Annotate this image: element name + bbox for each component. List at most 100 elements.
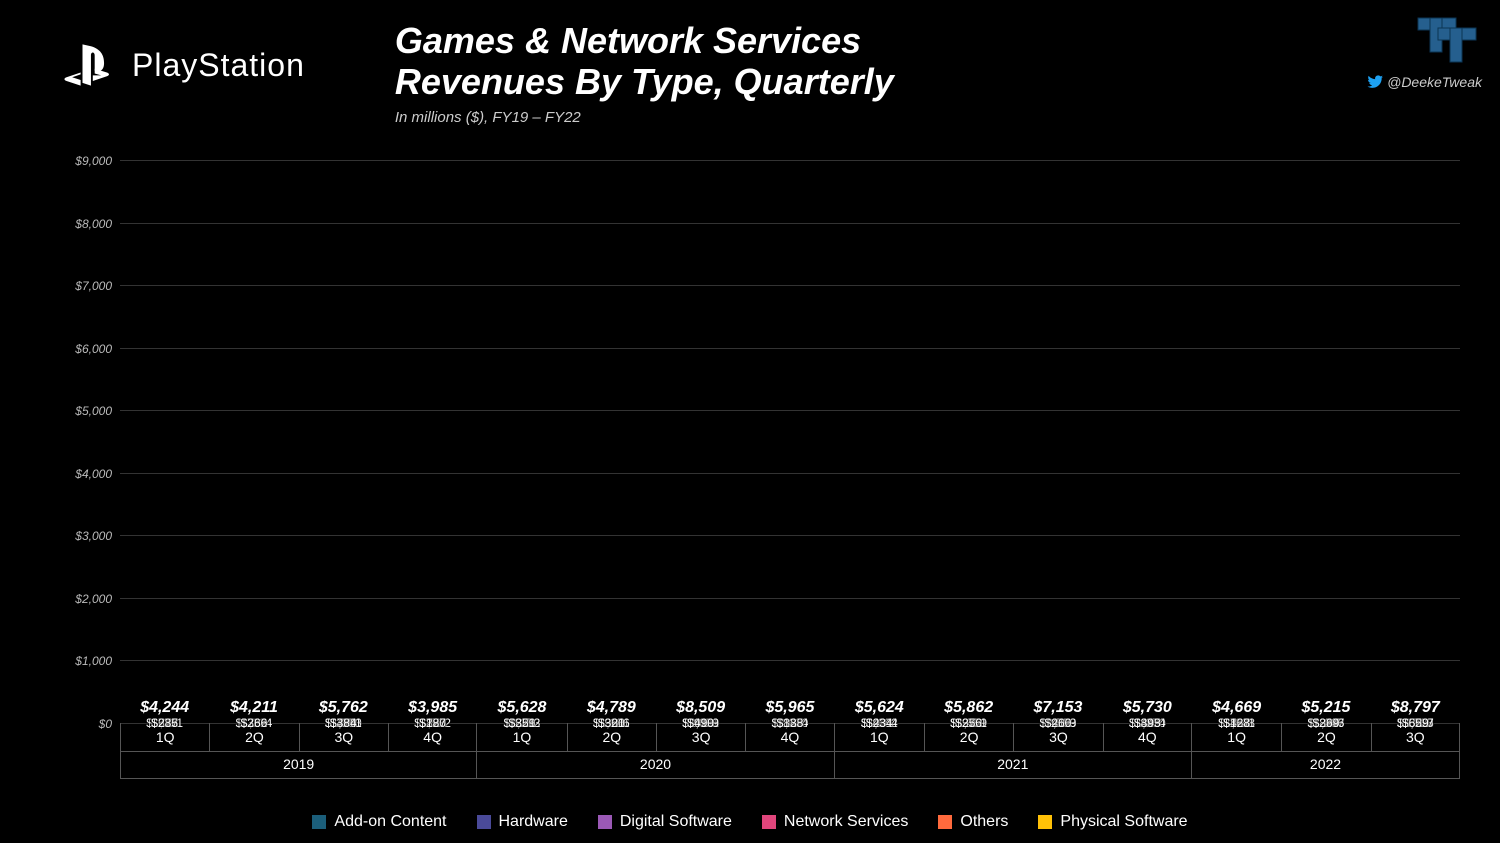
- legend-label: Add-on Content: [334, 813, 446, 831]
- y-tick-label: $1,000: [75, 654, 112, 668]
- x-axis: 1Q2Q3Q4Q20191Q2Q3Q4Q20201Q2Q3Q4Q20211Q2Q…: [120, 723, 1460, 773]
- tweaktown-logo-icon: [1412, 12, 1482, 67]
- bar-slot: $1,858$3,110$1,727$862$529$659$8,797: [1371, 160, 1460, 723]
- attribution-block: @DeekeTweak: [1367, 12, 1482, 90]
- legend-label: Network Services: [784, 813, 908, 831]
- x-quarter-label: 2Q: [209, 723, 298, 752]
- x-year-group: 1Q2Q3Q4Q2021: [835, 723, 1192, 773]
- y-tick-label: $8,000: [75, 217, 112, 231]
- total-label: $8,797: [1391, 699, 1440, 717]
- total-label: $5,762: [319, 699, 368, 717]
- x-quarter-label: 4Q: [388, 723, 477, 752]
- twitter-icon: [1367, 75, 1383, 89]
- year-group: $1,882$1,102$1,044$931$431$234$5,624$1,7…: [835, 160, 1192, 723]
- bar-slot: $1,334$731$769$782$330$266$4,211: [209, 160, 298, 723]
- year-group: $1,391$943$613$776$287$235$4,244$1,334$7…: [120, 160, 477, 723]
- year-group: $1,428$1,041$781$823$467$128$4,669$1,363…: [1192, 160, 1460, 723]
- legend-item-addon: Add-on Content: [312, 813, 446, 831]
- year-group: $2,293$516$1,372$866$229$351$5,628$1,621…: [477, 160, 834, 723]
- legend-swatch: [1038, 815, 1052, 829]
- bar-slot: $1,590$1,353$1,191$779$466$384$5,762: [299, 160, 388, 723]
- bar-slot: $2,471$2,308$1,699$923$619$490$8,509: [656, 160, 745, 723]
- bar-slot: $2,203$1,773$1,599$902$416$260$7,153: [1013, 160, 1102, 723]
- legend-label: Hardware: [499, 813, 568, 831]
- legend: Add-on Content Hardware Digital Software Ne…: [0, 813, 1500, 831]
- legend-item-others: Others: [938, 813, 1008, 831]
- legend-label: Physical Software: [1060, 813, 1187, 831]
- legend-label: Others: [960, 813, 1008, 831]
- legend-swatch: [477, 815, 491, 829]
- x-quarter-label: 3Q: [1371, 723, 1460, 752]
- bar-slot: $1,522$395$890$770$220$187$3,985: [388, 160, 477, 723]
- x-quarter-label: 3Q: [1013, 723, 1102, 752]
- legend-swatch: [598, 815, 612, 829]
- chart-area: $0 $1,000 $2,000 $3,000 $4,000 $5,000 $6,000 $7…: [60, 160, 1470, 773]
- total-label: $3,985: [408, 699, 457, 717]
- total-label: $4,789: [587, 699, 636, 717]
- playstation-logo: PlayStation: [60, 40, 305, 90]
- x-quarter-label: 2Q: [567, 723, 656, 752]
- total-label: $7,153: [1034, 699, 1083, 717]
- x-quarter-label: 3Q: [299, 723, 388, 752]
- legend-swatch: [312, 815, 326, 829]
- legend-swatch: [938, 815, 952, 829]
- legend-swatch: [762, 815, 776, 829]
- x-quarter-label: 1Q: [477, 723, 566, 752]
- y-tick-label: $9,000: [75, 154, 112, 168]
- y-tick-label: $4,000: [75, 467, 112, 481]
- legend-item-hardware: Hardware: [477, 813, 568, 831]
- bar-slot: $1,709$1,459$1,151$912$376$256$5,862: [924, 160, 1013, 723]
- legend-item-network: Network Services: [762, 813, 908, 831]
- playstation-icon: [60, 40, 120, 90]
- total-label: $5,215: [1302, 699, 1351, 717]
- total-label: $5,628: [498, 699, 547, 717]
- x-year-label: 2021: [835, 752, 1192, 779]
- total-label: $5,624: [855, 699, 904, 717]
- y-tick-label: $0: [99, 717, 112, 731]
- total-label: $8,509: [676, 699, 725, 717]
- y-tick-label: $7,000: [75, 279, 112, 293]
- bars-row: $1,391$943$613$776$287$235$4,244$1,334$7…: [120, 160, 1460, 723]
- playstation-text: PlayStation: [132, 47, 305, 84]
- x-quarter-label: 2Q: [1281, 723, 1370, 752]
- bar-slot: $1,428$1,041$781$823$467$128$4,669: [1192, 160, 1281, 723]
- chart-title: Games & Network Services Revenues By Typ…: [395, 20, 894, 103]
- y-tick-label: $3,000: [75, 529, 112, 543]
- plot-area: $0$1,000$2,000$3,000$4,000$5,000$6,000$7…: [120, 160, 1460, 723]
- x-quarter-label: 4Q: [1103, 723, 1192, 752]
- x-year-group: 1Q2Q3Q4Q2020: [477, 723, 834, 773]
- header: PlayStation Games & Network Services Rev…: [0, 0, 1500, 126]
- legend-label: Digital Software: [620, 813, 732, 831]
- total-label: $5,730: [1123, 699, 1172, 717]
- total-label: $4,211: [230, 699, 278, 717]
- x-year-label: 2022: [1192, 752, 1460, 779]
- x-quarter-label: 3Q: [656, 723, 745, 752]
- legend-item-physical: Physical Software: [1038, 813, 1187, 831]
- title-line1: Games & Network Services: [395, 20, 861, 61]
- handle-text: @DeekeTweak: [1387, 74, 1482, 90]
- x-year-group: 1Q2Q3Q4Q2019: [120, 723, 477, 773]
- legend-item-digital: Digital Software: [598, 813, 732, 831]
- x-quarter-label: 1Q: [120, 723, 209, 752]
- total-label: $4,244: [140, 699, 189, 717]
- y-tick-label: $5,000: [75, 404, 112, 418]
- bar-slot: $2,140$1,634$843$885$325$138$5,965: [745, 160, 834, 723]
- twitter-handle: @DeekeTweak: [1367, 74, 1482, 90]
- x-quarter-label: 1Q: [1192, 723, 1281, 752]
- x-quarter-label: 4Q: [745, 723, 834, 752]
- x-year-label: 2020: [477, 752, 834, 779]
- y-tick-label: $6,000: [75, 342, 112, 356]
- x-year-group: 1Q2Q3Q2022: [1192, 723, 1460, 773]
- bar-slot: $1,621$394$1,186$906$360$321$4,789: [567, 160, 656, 723]
- chart-subtitle: In millions ($), FY19 – FY22: [395, 109, 894, 126]
- total-label: $4,669: [1212, 699, 1261, 717]
- x-quarter-label: 1Q: [835, 723, 924, 752]
- bar-slot: $1,363$1,297$1,046$847$394$269$5,215: [1281, 160, 1370, 723]
- title-block: Games & Network Services Revenues By Typ…: [395, 20, 894, 126]
- bar-slot: $1,391$943$613$776$287$235$4,244: [120, 160, 209, 723]
- title-line2: Revenues By Type, Quarterly: [395, 61, 894, 102]
- y-tick-label: $2,000: [75, 592, 112, 606]
- x-year-label: 2019: [120, 752, 477, 779]
- total-label: $5,862: [944, 699, 993, 717]
- bar-slot: $1,882$1,102$1,044$931$431$234$5,624: [835, 160, 924, 723]
